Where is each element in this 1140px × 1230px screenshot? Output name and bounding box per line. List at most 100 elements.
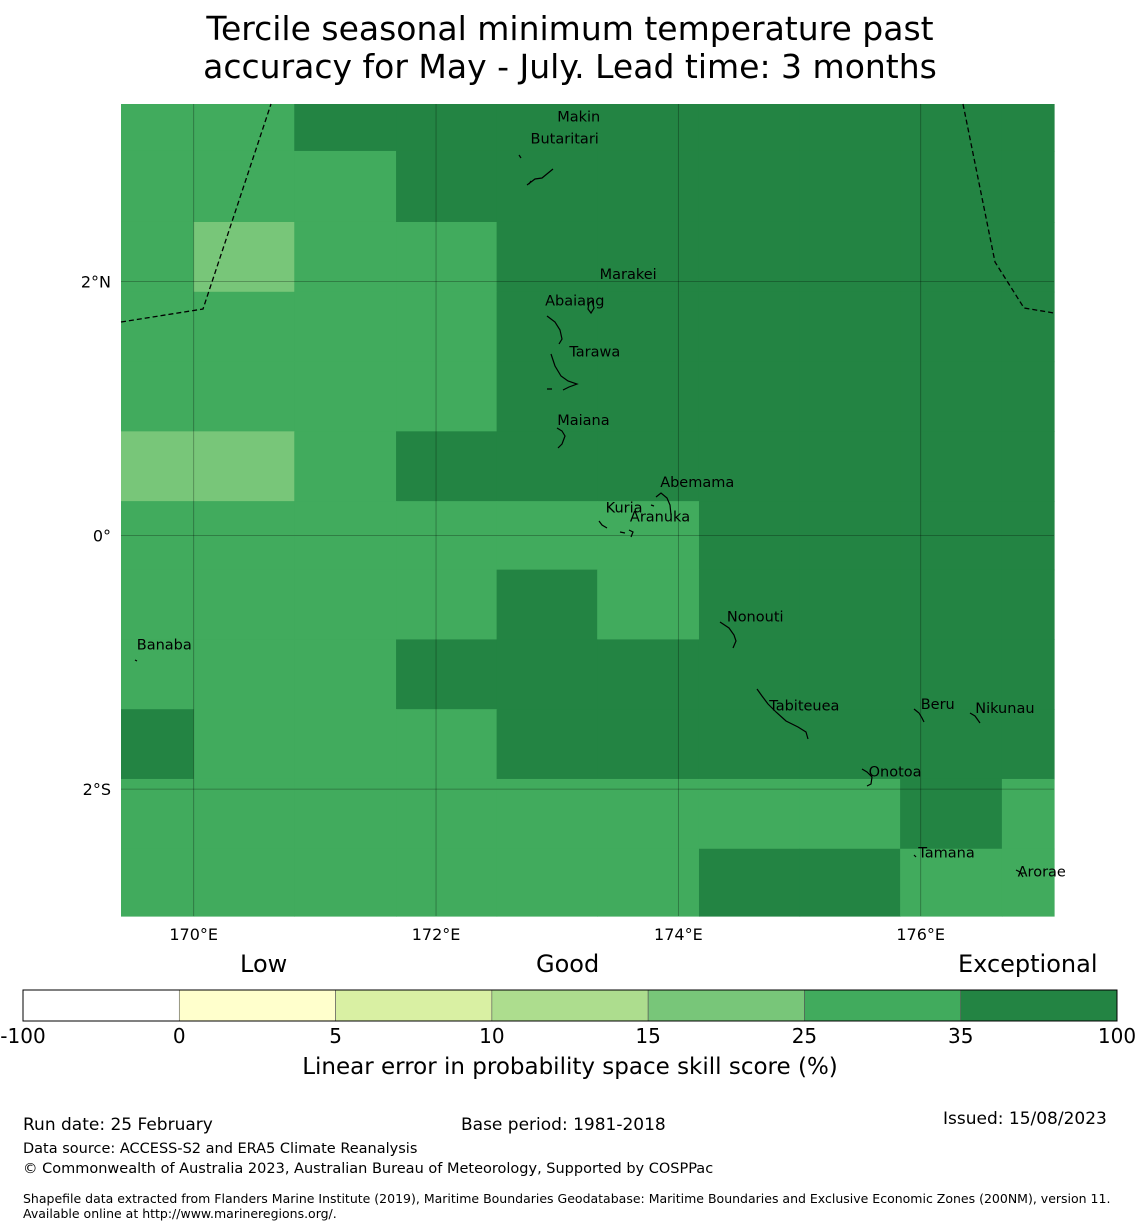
island-nikunau bbox=[969, 712, 981, 724]
grid-cell bbox=[396, 150, 498, 223]
grid-cell bbox=[1001, 569, 1055, 641]
grid-cell bbox=[900, 501, 1003, 571]
grid-cell bbox=[698, 104, 801, 152]
island-maiana bbox=[556, 427, 566, 449]
grid-cell bbox=[294, 104, 397, 152]
grid-cell bbox=[597, 431, 700, 502]
grid-cell bbox=[1001, 431, 1055, 502]
colorbar-tick-label: 100 bbox=[1097, 1024, 1137, 1048]
island-arorae bbox=[1015, 869, 1024, 878]
grid-cell bbox=[193, 104, 295, 152]
grid-cell bbox=[193, 501, 295, 571]
grid-cell bbox=[193, 709, 295, 780]
grid-cell bbox=[121, 639, 195, 710]
grid-cell bbox=[698, 361, 801, 432]
grid-cell bbox=[900, 150, 1003, 223]
island-banaba bbox=[134, 659, 138, 662]
place-label: Arorae bbox=[1018, 865, 1066, 881]
grid-cell bbox=[799, 431, 901, 502]
grid-cell bbox=[698, 150, 801, 223]
grid-cell bbox=[1001, 361, 1055, 432]
grid-cell bbox=[396, 361, 498, 432]
grid-cell bbox=[121, 431, 195, 502]
grid-cell bbox=[294, 709, 397, 780]
grid-cell bbox=[294, 501, 397, 571]
eez-boundary-east bbox=[962, 103, 1055, 314]
grid-cell bbox=[597, 709, 700, 780]
place-label: Beru bbox=[921, 697, 955, 713]
grid-cell bbox=[496, 569, 598, 641]
grid-cell bbox=[193, 848, 295, 917]
data-source: Data source: ACCESS-S2 and ERA5 Climate … bbox=[23, 1141, 418, 1157]
grid-cell bbox=[193, 778, 295, 850]
grid-cell bbox=[396, 639, 498, 710]
grid-cell bbox=[121, 104, 195, 152]
grid-cell bbox=[496, 501, 598, 571]
grid-cell bbox=[698, 639, 801, 710]
grid-cell bbox=[1001, 501, 1055, 571]
grid-cell bbox=[294, 639, 397, 710]
title-line-1: Tercile seasonal minimum temperature pas… bbox=[206, 9, 934, 48]
grid-cell bbox=[597, 778, 700, 850]
grid-cell bbox=[698, 848, 801, 917]
grid-cell bbox=[121, 291, 195, 363]
x-tick-label: 170°E bbox=[169, 925, 218, 944]
grid-cell bbox=[121, 709, 195, 780]
grid-cell bbox=[698, 221, 801, 293]
grid-cell bbox=[597, 501, 700, 571]
base-period: Base period: 1981-2018 bbox=[461, 1115, 666, 1135]
grid-cell bbox=[1001, 104, 1055, 152]
colorbar-label: Linear error in probability space skill … bbox=[302, 1054, 838, 1080]
grid-cell bbox=[799, 361, 901, 432]
chart-title: Tercile seasonal minimum temperature pas… bbox=[0, 10, 1140, 86]
grid-cell bbox=[1001, 848, 1055, 917]
island-butaritari bbox=[526, 168, 554, 186]
colorbar-tick-label: 5 bbox=[329, 1024, 342, 1048]
grid-cell bbox=[799, 848, 901, 917]
grid-cell bbox=[1001, 150, 1055, 223]
colorbar-segment bbox=[22, 989, 180, 1022]
place-label: Tamana bbox=[917, 846, 974, 862]
grid-cell bbox=[900, 848, 1003, 917]
grid-cell bbox=[294, 361, 397, 432]
y-tick-label: 2°S bbox=[83, 780, 111, 799]
grid-cell bbox=[698, 709, 801, 780]
y-tick-label: 0° bbox=[93, 526, 111, 545]
grid-cell bbox=[799, 150, 901, 223]
grid-cell bbox=[121, 569, 195, 641]
grid-cell bbox=[799, 221, 901, 293]
colorbar-tick-label: 35 bbox=[947, 1024, 974, 1048]
grid-cell bbox=[799, 569, 901, 641]
place-label: Butaritari bbox=[531, 131, 599, 147]
place-label: Abaiang bbox=[545, 294, 604, 310]
grid-cell bbox=[496, 150, 598, 223]
island-tabiteuea bbox=[756, 688, 809, 740]
grid-cell bbox=[1001, 778, 1055, 850]
place-label: Aranuka bbox=[630, 509, 690, 525]
grid-cell bbox=[698, 501, 801, 571]
island-kuria bbox=[598, 520, 626, 534]
grid-cell bbox=[193, 221, 295, 293]
grid-cell bbox=[900, 709, 1003, 780]
island-coastlines bbox=[134, 154, 1024, 878]
island-aranuka bbox=[628, 529, 634, 538]
grid-cell bbox=[396, 104, 498, 152]
place-labels: Makin Butaritari Marakei Abaiang Tarawa Maian… bbox=[137, 110, 1066, 881]
grid-cell bbox=[1001, 709, 1055, 780]
colorbar-segment bbox=[335, 989, 493, 1022]
place-label: Marakei bbox=[600, 267, 657, 283]
graticule bbox=[121, 104, 1054, 916]
island-nonouti bbox=[719, 621, 737, 649]
grid-cell bbox=[396, 569, 498, 641]
grid-cell bbox=[900, 361, 1003, 432]
grid-cell bbox=[597, 569, 700, 641]
colorbar-segment bbox=[647, 989, 805, 1022]
place-label: Nikunau bbox=[975, 701, 1034, 717]
island-abemama bbox=[650, 492, 672, 516]
colorbar-tick-label: 25 bbox=[791, 1024, 818, 1048]
island-tamana bbox=[913, 854, 917, 858]
grid-cell bbox=[496, 221, 598, 293]
x-axis-ticks: 170°E 172°E 174°E 176°E bbox=[169, 925, 945, 944]
place-label: Tarawa bbox=[568, 344, 620, 360]
island-onotoa bbox=[861, 768, 873, 787]
